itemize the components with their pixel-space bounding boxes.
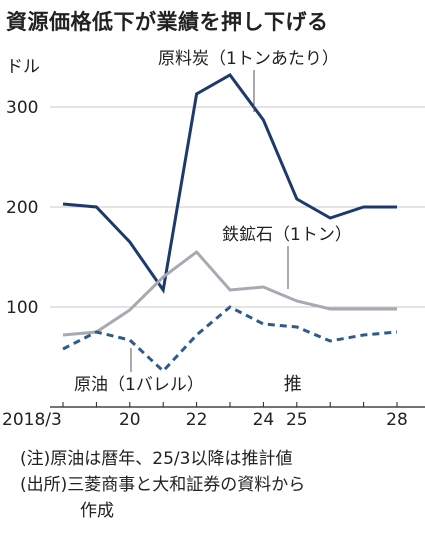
series-label-1: 鉄鉱石（1トン） [222,225,352,245]
series-line-0 [62,73,397,294]
x-tick-label: 20 [119,410,141,430]
x-tick-label: 24 [253,410,275,430]
series-label-2: 原油（1バレル） [74,375,204,395]
note-line: (注)原油は暦年、25/3以降は推計値 [20,449,293,469]
y-tick-label: 100 [6,298,38,318]
source-line-continued: 作成 [80,501,114,521]
series-label-0: 原料炭（1トンあたり） [158,49,339,69]
x-tick-label: 25 [286,410,308,430]
series-line-1 [62,249,397,337]
estimate-label: 推 [284,374,302,395]
y-unit-label: ドル [6,57,40,77]
series-line-2 [62,305,398,374]
x-tick-label: 28 [386,410,408,430]
y-tick-label: 200 [6,198,38,218]
x-tick-label: 22 [186,410,208,430]
y-tick-label: 300 [6,98,38,118]
notes: (注)原油は暦年、25/3以降は推計値 (出所)三菱商事と大和証券の資料から 作… [20,446,305,524]
source-line: (出所)三菱商事と大和証券の資料から [20,475,306,495]
line-chart: ドル 100 200 300 2018/3 20 22 24 25 28 原料炭（1トンあたり） 鉄鉱… [2,49,425,430]
x-tick-label: 2018/3 [2,410,62,430]
chart-title: 資源価格低下が業績を押し下げる [6,10,329,34]
